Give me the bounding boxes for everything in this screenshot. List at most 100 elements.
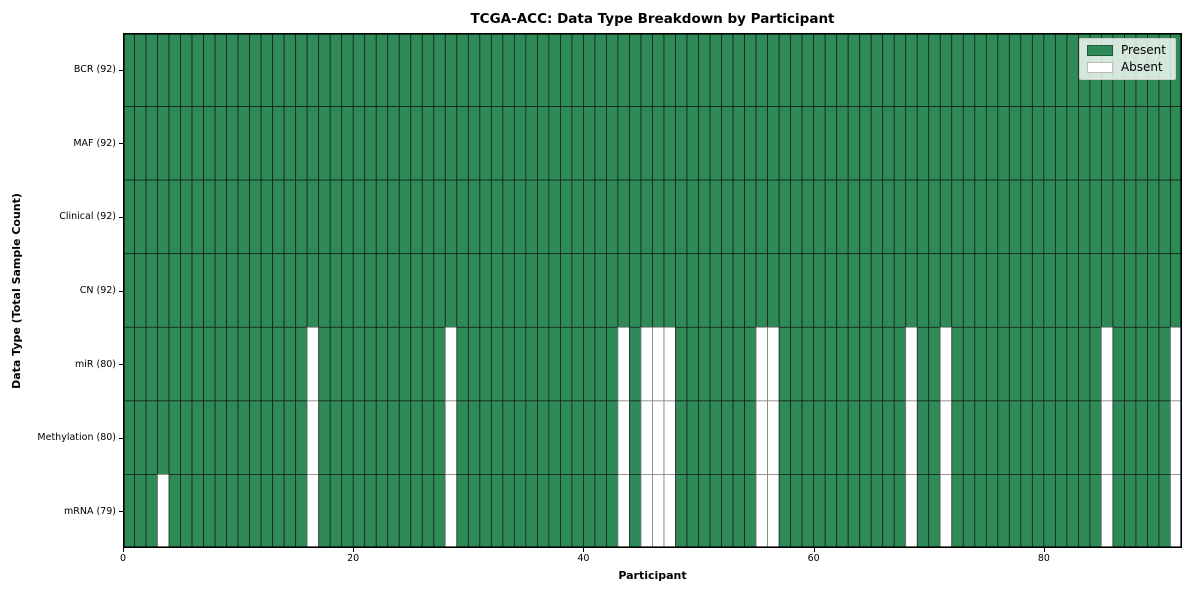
cell-miR-13-present xyxy=(272,326,285,402)
cell-CN-18-present xyxy=(329,253,343,328)
cell-miR-55-absent xyxy=(755,326,769,402)
cell-miR-42-present xyxy=(606,326,619,402)
cell-mRNA-42-present xyxy=(606,474,619,548)
cell-Methylation-73-present xyxy=(962,400,976,475)
cell-MAF-74-present xyxy=(974,106,987,181)
cell-Clinical-42-present xyxy=(606,179,619,255)
cell-Methylation-74-present xyxy=(974,400,987,475)
presence-grid xyxy=(123,33,1182,548)
cell-Methylation-0-present xyxy=(123,400,135,475)
cell-BCR-69-present xyxy=(916,33,930,107)
cell-MAF-1-present xyxy=(134,106,147,181)
cell-MAF-58-present xyxy=(790,106,803,181)
cell-MAF-20-present xyxy=(352,106,366,181)
cell-Clinical-87-present xyxy=(1124,179,1137,255)
cell-mRNA-5-present xyxy=(180,474,193,548)
cell-mRNA-80-present xyxy=(1043,474,1056,548)
cell-miR-32-present xyxy=(490,326,504,402)
cell-Clinical-77-present xyxy=(1008,179,1022,255)
cell-Methylation-50-present xyxy=(698,400,711,475)
cell-MAF-59-present xyxy=(801,106,815,181)
x-axis-label: Participant xyxy=(618,569,687,582)
cell-BCR-73-present xyxy=(962,33,976,107)
x-tick-mark xyxy=(813,548,815,552)
cell-Clinical-9-present xyxy=(226,179,239,255)
cell-MAF-16-present xyxy=(306,106,320,181)
cell-MAF-42-present xyxy=(606,106,619,181)
cell-Clinical-76-present xyxy=(997,179,1010,255)
cell-CN-13-present xyxy=(272,253,285,328)
cell-CN-17-present xyxy=(318,253,331,328)
cell-Methylation-33-present xyxy=(502,400,515,475)
cell-miR-20-present xyxy=(352,326,366,402)
cell-MAF-79-present xyxy=(1031,106,1045,181)
cell-Clinical-4-present xyxy=(168,179,181,255)
cell-miR-52-present xyxy=(721,326,734,402)
cell-Clinical-69-present xyxy=(916,179,930,255)
cell-Methylation-19-present xyxy=(341,400,354,475)
y-tick-mark xyxy=(119,511,123,513)
cell-CN-11-present xyxy=(249,253,262,328)
cell-BCR-49-present xyxy=(686,33,699,107)
cell-miR-12-present xyxy=(260,326,274,402)
cell-Methylation-52-present xyxy=(721,400,734,475)
cell-Methylation-25-present xyxy=(410,400,423,475)
cell-mRNA-89-present xyxy=(1147,474,1160,548)
cell-mRNA-40-present xyxy=(583,474,596,548)
cell-Clinical-27-present xyxy=(433,179,446,255)
cell-CN-77-present xyxy=(1008,253,1022,328)
cell-mRNA-31-present xyxy=(479,474,492,548)
cell-CN-36-present xyxy=(536,253,550,328)
cell-BCR-57-present xyxy=(778,33,792,107)
cell-miR-77-present xyxy=(1008,326,1022,402)
cell-BCR-41-present xyxy=(594,33,607,107)
cell-mRNA-10-present xyxy=(237,474,251,548)
cell-Clinical-10-present xyxy=(237,179,251,255)
cell-CN-80-present xyxy=(1043,253,1056,328)
cell-Methylation-55-absent xyxy=(755,400,769,475)
cell-mRNA-76-present xyxy=(997,474,1010,548)
cell-miR-75-present xyxy=(985,326,999,402)
x-tick-mark xyxy=(353,548,355,552)
cell-Methylation-9-present xyxy=(226,400,239,475)
cell-MAF-46-present xyxy=(652,106,665,181)
cell-CN-75-present xyxy=(985,253,999,328)
cell-miR-45-absent xyxy=(640,326,653,402)
cell-MAF-44-present xyxy=(629,106,642,181)
cell-mRNA-54-present xyxy=(744,474,757,548)
cell-mRNA-63-present xyxy=(847,474,861,548)
cell-mRNA-90-present xyxy=(1158,474,1171,548)
cell-MAF-8-present xyxy=(214,106,227,181)
cell-MAF-28-present xyxy=(444,106,458,181)
cell-Clinical-24-present xyxy=(398,179,412,255)
cell-Clinical-66-present xyxy=(882,179,895,255)
cell-Methylation-61-present xyxy=(824,400,838,475)
cell-mRNA-47-absent xyxy=(663,474,676,548)
cell-BCR-52-present xyxy=(721,33,734,107)
cell-CN-7-present xyxy=(203,253,216,328)
cell-BCR-58-present xyxy=(790,33,803,107)
cell-mRNA-38-present xyxy=(560,474,573,548)
cell-CN-31-present xyxy=(479,253,492,328)
chart-title: TCGA-ACC: Data Type Breakdown by Partici… xyxy=(470,11,835,27)
cell-Methylation-70-present xyxy=(928,400,941,475)
cell-Clinical-0-present xyxy=(123,179,135,255)
cell-Methylation-41-present xyxy=(594,400,607,475)
cell-Clinical-44-present xyxy=(629,179,642,255)
cell-mRNA-78-present xyxy=(1020,474,1033,548)
cell-Clinical-1-present xyxy=(134,179,147,255)
cell-CN-81-present xyxy=(1054,253,1068,328)
cell-mRNA-28-absent xyxy=(444,474,458,548)
cell-BCR-72-present xyxy=(951,33,964,107)
cell-miR-34-present xyxy=(513,326,527,402)
cell-MAF-77-present xyxy=(1008,106,1022,181)
cell-mRNA-33-present xyxy=(502,474,515,548)
cell-MAF-88-present xyxy=(1135,106,1148,181)
cell-MAF-54-present xyxy=(744,106,757,181)
cell-Clinical-54-present xyxy=(744,179,757,255)
cell-Clinical-51-present xyxy=(709,179,722,255)
cell-miR-8-present xyxy=(214,326,227,402)
cell-miR-51-present xyxy=(709,326,722,402)
cell-MAF-13-present xyxy=(272,106,285,181)
cell-BCR-18-present xyxy=(329,33,343,107)
